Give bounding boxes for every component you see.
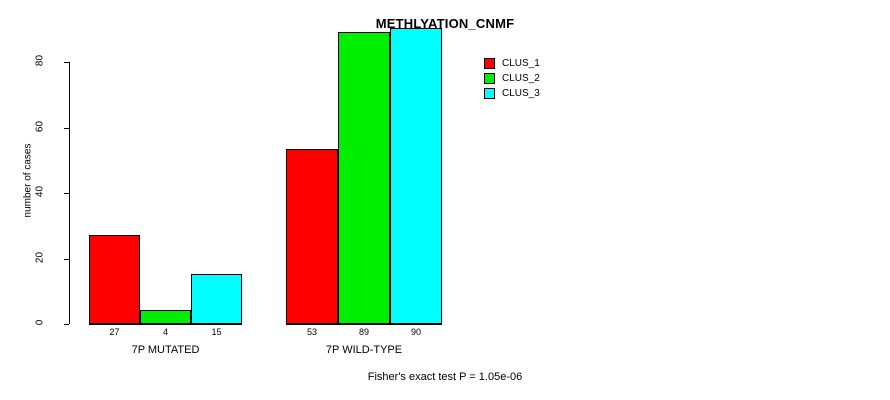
legend-item-label: CLUS_2 [502,73,540,84]
y-axis-line [69,62,70,324]
legend-item[interactable]: CLUS_2 [484,71,540,86]
y-tick-mark [64,258,69,260]
legend-color-swatch-icon [484,88,495,99]
legend-item-label: CLUS_1 [502,58,540,69]
fisher-test-annotation: Fisher's exact test P = 1.05e-06 [367,371,523,383]
page-title: METHLYATION_CNMF [375,16,515,31]
bar-value-label: 27 [109,327,120,337]
group-baseline [286,324,442,325]
legend-item-label: CLUS_3 [502,88,540,99]
group-baseline [89,324,242,325]
legend-color-swatch-icon [484,73,495,84]
legend-item[interactable]: CLUS_3 [484,86,540,101]
legend: CLUS_1 CLUS_2 CLUS_3 [484,56,540,101]
bar[interactable] [140,310,191,324]
bar[interactable] [338,32,390,324]
group-axis-label: 7P WILD-TYPE [325,344,403,356]
bar[interactable] [191,274,242,324]
bar-value-label: 4 [162,327,168,337]
bar-value-label: 89 [358,327,369,337]
bar[interactable] [89,235,140,324]
legend-item[interactable]: CLUS_1 [484,56,540,71]
legend-color-swatch-icon [484,58,495,69]
bars-layer [89,28,442,324]
bar-value-label: 90 [410,327,421,337]
bar[interactable] [390,28,442,324]
y-tick-mark [64,193,69,194]
bar-value-label: 53 [306,327,317,337]
y-tick-mark [64,324,69,325]
group-axis-label: 7P MUTATED [131,344,200,356]
bar-value-label: 15 [211,327,222,337]
y-tick-mark [64,127,69,129]
bar[interactable] [286,149,338,324]
y-tick-mark [64,62,69,63]
